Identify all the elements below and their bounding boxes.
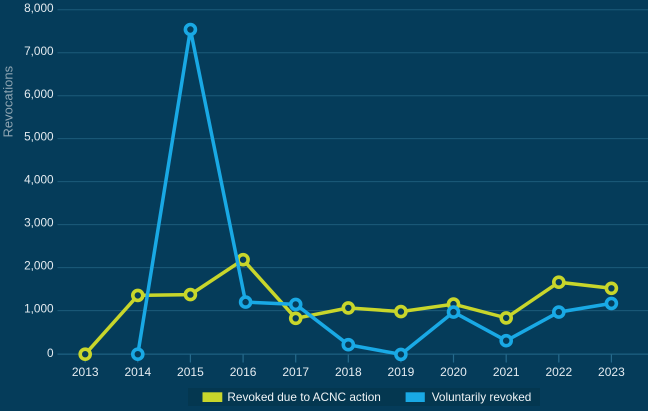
svg-text:1,000: 1,000	[24, 302, 54, 316]
svg-text:8,000: 8,000	[24, 1, 54, 15]
svg-text:2022: 2022	[545, 365, 572, 379]
svg-text:5,000: 5,000	[24, 130, 54, 144]
svg-text:2021: 2021	[493, 365, 520, 379]
svg-text:2023: 2023	[598, 365, 625, 379]
svg-text:2014: 2014	[124, 365, 151, 379]
svg-text:2017: 2017	[282, 365, 309, 379]
svg-text:2020: 2020	[440, 365, 467, 379]
svg-text:2,000: 2,000	[24, 259, 54, 273]
svg-text:3,000: 3,000	[24, 216, 54, 230]
svg-text:2015: 2015	[177, 365, 204, 379]
svg-text:Revocations: Revocations	[1, 65, 16, 137]
svg-text:2016: 2016	[230, 365, 257, 379]
svg-text:Voluntarily revoked: Voluntarily revoked	[432, 390, 532, 404]
svg-text:2018: 2018	[335, 365, 362, 379]
svg-text:2019: 2019	[388, 365, 415, 379]
svg-text:6,000: 6,000	[24, 87, 54, 101]
svg-text:4,000: 4,000	[24, 173, 54, 187]
svg-text:Revoked due to ACNC action: Revoked due to ACNC action	[227, 390, 380, 404]
svg-text:2013: 2013	[72, 365, 99, 379]
svg-text:7,000: 7,000	[24, 44, 54, 58]
svg-text:0: 0	[47, 346, 54, 360]
